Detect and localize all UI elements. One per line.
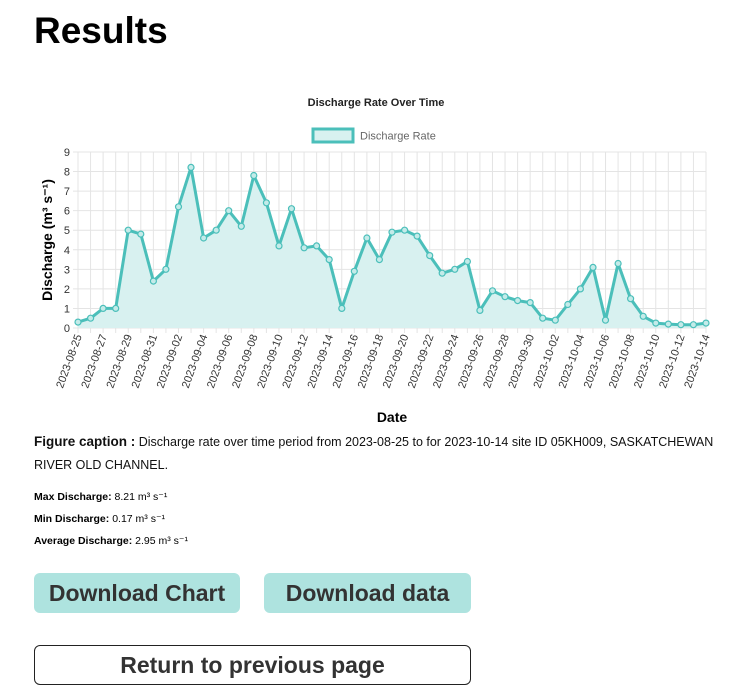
data-point[interactable] [589,263,597,271]
data-point[interactable] [86,314,95,322]
figure-caption: Figure caption : Discharge rate over tim… [34,430,714,477]
y-tick-label: 2 [64,284,70,296]
data-point[interactable] [513,297,522,305]
y-axis-label: Discharge (m³ s⁻¹) [39,179,55,301]
data-point[interactable] [162,265,170,273]
data-point[interactable] [438,269,446,277]
data-point[interactable] [275,242,283,250]
data-point[interactable] [401,226,409,234]
data-point[interactable] [99,304,107,312]
data-point[interactable] [74,318,82,326]
legend-swatch[interactable] [311,127,355,144]
data-point[interactable] [187,163,195,171]
data-point[interactable] [702,319,710,327]
data-point[interactable] [551,316,559,324]
data-point[interactable] [652,319,660,327]
y-tick-label: 5 [64,225,70,237]
page-title: Results [34,10,168,51]
data-point[interactable] [539,314,547,322]
chart-title: Discharge Rate Over Time [308,97,445,109]
data-point[interactable] [488,287,497,295]
series-area [78,167,706,328]
data-point[interactable] [576,285,585,293]
data-point[interactable] [375,256,383,264]
max-discharge-label: Max Discharge: [34,491,112,503]
data-point[interactable] [476,306,484,314]
data-point[interactable] [262,199,270,207]
data-point[interactable] [451,265,459,273]
data-point[interactable] [225,207,233,215]
max-discharge: Max Discharge: 8.21 m³ s⁻¹ [34,491,167,503]
average-discharge: Average Discharge: 2.95 m³ s⁻¹ [34,535,188,547]
data-point[interactable] [413,232,421,240]
return-button[interactable]: Return to previous page [34,645,471,685]
data-point[interactable] [601,316,610,324]
y-tick-label: 0 [64,323,70,335]
download-data-button[interactable]: Download data [264,573,471,613]
data-point[interactable] [212,226,220,234]
data-point[interactable] [250,171,258,180]
y-tick-label: 9 [64,147,70,159]
data-point[interactable] [463,257,471,266]
min-discharge: Min Discharge: 0.17 m³ s⁻¹ [34,513,165,525]
data-point[interactable] [639,312,647,320]
data-point[interactable] [388,228,396,236]
data-point[interactable] [325,256,333,264]
data-point[interactable] [124,226,132,234]
data-point[interactable] [626,295,635,303]
data-point[interactable] [363,234,371,242]
min-discharge-label: Min Discharge: [34,513,110,525]
data-point[interactable] [689,321,698,329]
data-point[interactable] [664,320,672,328]
average-discharge-value: 2.95 m³ s⁻¹ [135,535,188,547]
y-tick-label: 1 [64,303,70,315]
y-tick-label: 4 [64,245,70,257]
data-point[interactable] [338,304,346,312]
legend-label[interactable]: Discharge Rate [360,131,436,143]
data-point[interactable] [526,299,534,307]
data-point[interactable] [174,203,183,211]
x-tick-label: 2023-10-14 [682,333,713,390]
data-point[interactable] [564,300,572,309]
y-tick-label: 7 [64,186,70,198]
data-point[interactable] [112,304,120,312]
data-point[interactable] [137,230,145,238]
download-chart-button[interactable]: Download Chart [34,573,240,613]
data-point[interactable] [200,234,208,242]
max-discharge-value: 8.21 m³ s⁻¹ [114,491,168,503]
x-axis-label: Date [377,409,408,425]
data-point[interactable] [149,277,157,285]
y-tick-label: 6 [64,206,70,218]
caption-text: Discharge rate over time period from 202… [34,435,714,472]
data-point[interactable] [614,259,622,268]
data-point[interactable] [313,242,321,250]
min-discharge-value: 0.17 m³ s⁻¹ [112,513,165,525]
average-discharge-label: Average Discharge: [34,535,133,547]
data-point[interactable] [300,244,308,252]
data-point[interactable] [677,321,685,329]
data-point[interactable] [287,205,296,213]
data-point[interactable] [237,222,245,230]
data-point[interactable] [350,267,358,275]
data-point[interactable] [426,252,434,260]
y-tick-label: 8 [64,167,70,179]
y-tick-label: 3 [64,264,70,276]
caption-label: Figure caption : [34,434,136,449]
data-point[interactable] [501,293,509,301]
